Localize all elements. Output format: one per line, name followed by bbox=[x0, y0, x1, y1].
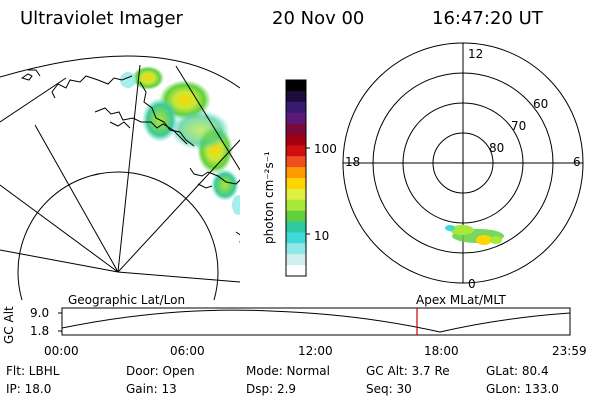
x-tick-1800: 18:00 bbox=[424, 344, 459, 358]
flt-info: Flt: LBHL bbox=[6, 364, 60, 378]
x-tick-1200: 12:00 bbox=[298, 344, 333, 358]
x-tick-0000: 00:00 bbox=[44, 344, 79, 358]
altitude-curve bbox=[61, 309, 571, 333]
x-tick-2359: 23:59 bbox=[552, 344, 587, 358]
colorbar-segment bbox=[286, 134, 306, 146]
seq-info: Seq: 30 bbox=[366, 382, 412, 396]
colorbar-tick-100: 100 bbox=[314, 142, 337, 156]
uvi-image-panel bbox=[0, 55, 241, 300]
y-tick-9: 9.0 bbox=[30, 306, 50, 320]
polar-plot bbox=[342, 42, 584, 284]
gain-info: Gain: 13 bbox=[126, 382, 177, 396]
instrument-title: Ultraviolet Imager bbox=[20, 8, 183, 29]
colorbar-segment bbox=[286, 123, 306, 135]
timeline-right-label: Apex MLat/MLT bbox=[416, 293, 506, 307]
colorbar-segment bbox=[286, 210, 306, 223]
timeline-axis-label: GC Alt bbox=[2, 306, 16, 344]
colorbar bbox=[285, 79, 310, 277]
colorbar-segment bbox=[286, 112, 306, 125]
colorbar-segment bbox=[286, 101, 306, 114]
timeline-left-label: Geographic Lat/Lon bbox=[68, 293, 186, 307]
graticule-lines bbox=[0, 64, 240, 300]
dsp-info: Dsp: 2.9 bbox=[246, 382, 297, 396]
ip-info: IP: 18.0 bbox=[6, 382, 52, 396]
gcalt-info: GC Alt: 3.7 Re bbox=[366, 364, 450, 378]
colorbar-segment bbox=[286, 167, 306, 179]
colorbar-segment bbox=[286, 80, 306, 92]
mlt-label-12: 12 bbox=[468, 47, 484, 61]
colorbar-segment bbox=[286, 254, 306, 266]
x-tick-0600: 06:00 bbox=[170, 344, 205, 358]
door-info: Door: Open bbox=[126, 364, 195, 378]
lat-label-70: 70 bbox=[511, 119, 527, 133]
colorbar-frame bbox=[285, 79, 307, 277]
date-label: 20 Nov 00 bbox=[272, 8, 365, 29]
colorbar-segment bbox=[286, 178, 306, 190]
coastline-overlay bbox=[20, 69, 240, 245]
colorbar-segment bbox=[286, 90, 306, 103]
colorbar-segment bbox=[286, 243, 306, 255]
timeline-panel bbox=[58, 307, 571, 336]
colorbar-tick-10: 10 bbox=[314, 229, 330, 243]
mlt-label-0: 0 bbox=[468, 277, 476, 291]
colorbar-segment bbox=[286, 145, 306, 157]
glon-info: GLon: 133.0 bbox=[486, 382, 559, 396]
mode-info: Mode: Normal bbox=[246, 364, 330, 378]
lat-label-60: 60 bbox=[533, 97, 549, 111]
y-tick-1.8: 1.8 bbox=[30, 324, 50, 338]
time-label: 16:47:20 UT bbox=[432, 8, 543, 29]
mlt-label-6: 6 bbox=[573, 155, 581, 169]
lat-label-80: 80 bbox=[489, 141, 505, 155]
colorbar-label: photon cm⁻²s⁻¹ bbox=[262, 151, 276, 244]
polar-aurora bbox=[445, 225, 504, 245]
colorbar-segment bbox=[286, 232, 306, 244]
mlt-label-18: 18 bbox=[345, 155, 361, 169]
glat-info: GLat: 80.4 bbox=[486, 364, 549, 378]
colorbar-segment bbox=[286, 156, 306, 168]
colorbar-segment bbox=[286, 188, 306, 201]
colorbar-segment bbox=[286, 265, 306, 277]
aurora-oval bbox=[120, 66, 240, 215]
colorbar-segment bbox=[286, 221, 306, 233]
colorbar-segment bbox=[286, 199, 306, 212]
